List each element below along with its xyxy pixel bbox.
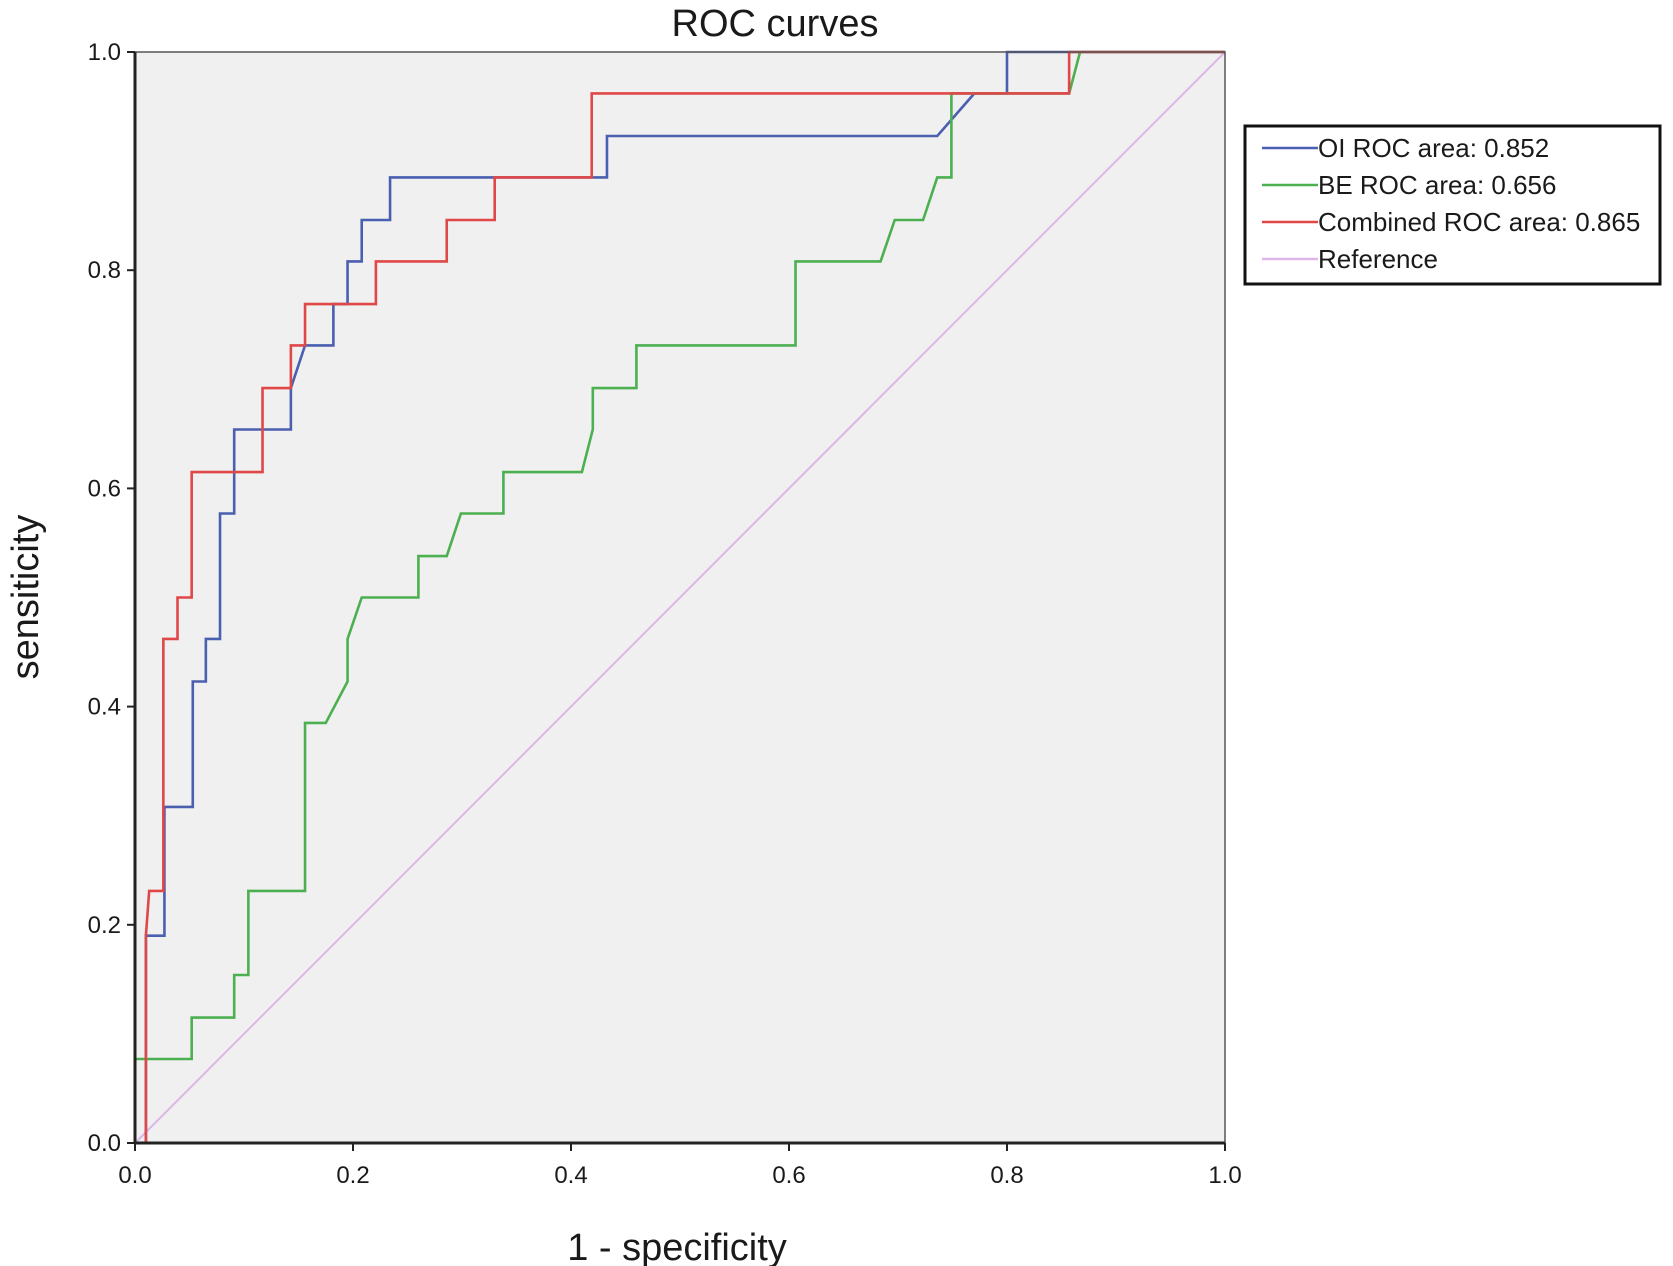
legend-box xyxy=(1243,124,1662,286)
x-tick-label: 0.8 xyxy=(990,1162,1023,1189)
y-axis-title: sensiticity xyxy=(5,515,47,680)
x-axis-ticks: 0.0 0.2 0.4 0.6 0.8 1.0 xyxy=(118,1143,1242,1189)
x-tick-label: 0.4 xyxy=(554,1162,587,1189)
series-line-3 xyxy=(134,51,1226,1144)
legend: OI ROC area: 0.852 BE ROC area: 0.656 Comb… xyxy=(1243,124,1662,286)
y-tick-label: 0.6 xyxy=(88,475,121,502)
y-tick-label: 0.0 xyxy=(88,1130,121,1157)
legend-label-2: Combined ROC area: 0.865 xyxy=(1318,207,1640,237)
y-axis-ticks: 0.0 0.2 0.4 0.6 0.8 1.0 xyxy=(88,39,135,1157)
legend-label-1: BE ROC area: 0.656 xyxy=(1318,170,1556,200)
y-tick-label: 0.8 xyxy=(88,257,121,284)
chart-title: ROC curves xyxy=(672,3,879,45)
series-line-1 xyxy=(133,50,1225,1143)
series-line-2 xyxy=(144,50,1225,1143)
x-axis-title: 1 - specificity xyxy=(567,1227,787,1266)
y-tick-label: 0.4 xyxy=(88,694,121,721)
series-line-0 xyxy=(144,50,1225,1143)
y-tick-label: 1.0 xyxy=(88,39,121,66)
legend-label-0: OI ROC area: 0.852 xyxy=(1318,133,1549,163)
x-tick-label: 0.2 xyxy=(336,1162,369,1189)
x-tick-label: 0.0 xyxy=(118,1162,151,1189)
x-tick-label: 0.6 xyxy=(772,1162,805,1189)
y-tick-label: 0.2 xyxy=(88,912,121,939)
series-layer xyxy=(133,50,1226,1144)
legend-label-3: Reference xyxy=(1318,244,1438,274)
legend-items: OI ROC area: 0.852 BE ROC area: 0.656 Comb… xyxy=(1262,133,1640,274)
x-tick-label: 1.0 xyxy=(1208,1162,1241,1189)
